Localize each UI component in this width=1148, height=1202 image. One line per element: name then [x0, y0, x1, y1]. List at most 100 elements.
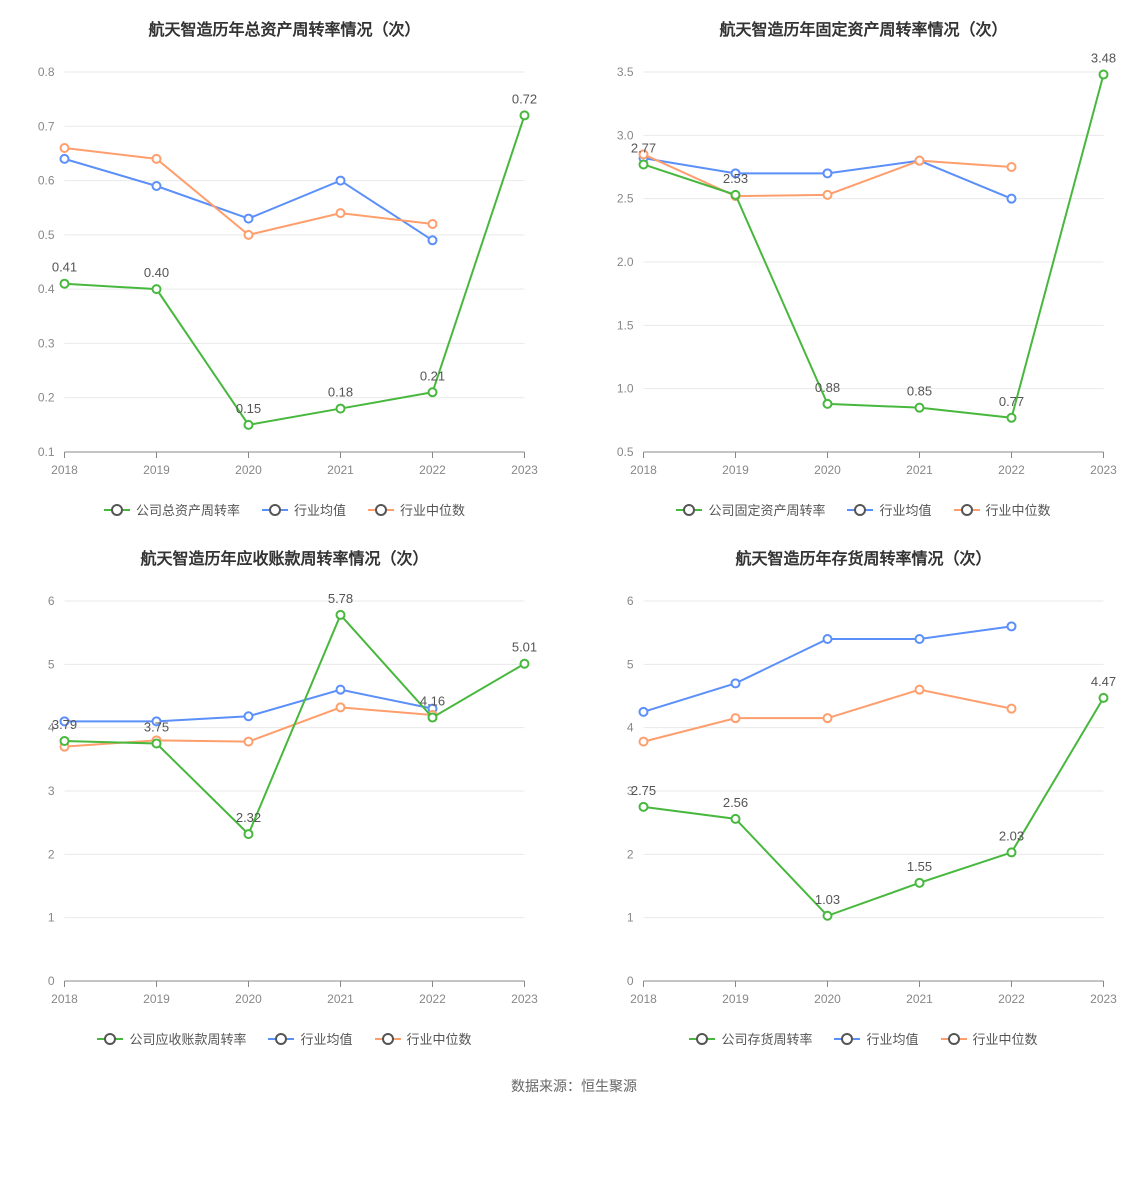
legend-label: 公司总资产周转率 — [136, 500, 240, 519]
legend-label: 公司存货周转率 — [721, 1029, 812, 1048]
svg-text:2023: 2023 — [1090, 463, 1117, 477]
svg-text:2022: 2022 — [998, 992, 1025, 1006]
legend-label: 行业均值 — [866, 1029, 918, 1048]
series-line — [65, 615, 525, 834]
svg-text:1: 1 — [48, 911, 55, 925]
svg-text:0.6: 0.6 — [38, 174, 55, 188]
svg-text:2019: 2019 — [722, 992, 749, 1006]
svg-text:0: 0 — [48, 974, 55, 988]
svg-text:2: 2 — [627, 847, 634, 861]
data-point — [337, 611, 345, 619]
svg-text:0.5: 0.5 — [617, 445, 634, 459]
legend-item: 公司应收账款周转率 — [97, 1029, 246, 1048]
data-point — [916, 404, 924, 412]
svg-text:2021: 2021 — [906, 463, 933, 477]
data-point — [153, 740, 161, 748]
legend-label: 行业均值 — [294, 500, 346, 519]
value-label: 1.55 — [907, 859, 932, 874]
data-point — [521, 660, 529, 668]
legend-item: 行业中位数 — [954, 500, 1051, 519]
data-point — [916, 635, 924, 643]
data-point — [824, 635, 832, 643]
data-point — [61, 144, 69, 152]
svg-text:3: 3 — [48, 784, 55, 798]
legend-item: 行业均值 — [268, 1029, 352, 1048]
data-point — [429, 714, 437, 722]
svg-text:0.4: 0.4 — [38, 282, 55, 296]
data-source-footer: 数据来源：恒生聚源 — [10, 1076, 1138, 1096]
value-label: 1.03 — [815, 892, 840, 907]
svg-text:2023: 2023 — [1090, 992, 1117, 1006]
line-chart: 01234562018201920202021202220232.752.561… — [589, 581, 1138, 1021]
svg-text:2020: 2020 — [814, 463, 841, 477]
charts-grid: 航天智造历年总资产周转率情况（次）0.10.20.30.40.50.60.70.… — [10, 10, 1138, 1048]
series-line — [644, 698, 1104, 916]
value-label: 3.75 — [144, 720, 169, 735]
svg-text:2022: 2022 — [419, 463, 446, 477]
data-point — [824, 714, 832, 722]
value-label: 5.01 — [512, 640, 537, 655]
data-point — [916, 157, 924, 165]
data-point — [1008, 622, 1016, 630]
legend-marker-icon — [941, 1033, 967, 1045]
line-chart: 0.10.20.30.40.50.60.70.82018201920202021… — [10, 52, 559, 492]
svg-text:2018: 2018 — [51, 992, 78, 1006]
svg-text:2018: 2018 — [630, 463, 657, 477]
data-point — [429, 220, 437, 228]
legend-label: 行业均值 — [300, 1029, 352, 1048]
series-line — [65, 159, 433, 240]
data-point — [61, 155, 69, 163]
legend-label: 行业中位数 — [407, 1029, 472, 1048]
svg-text:0.7: 0.7 — [38, 119, 55, 133]
legend-label: 行业中位数 — [400, 500, 465, 519]
legend-item: 行业均值 — [847, 500, 931, 519]
data-point — [824, 400, 832, 408]
value-label: 0.21 — [420, 368, 445, 383]
data-point — [337, 209, 345, 217]
svg-text:4: 4 — [627, 721, 634, 735]
value-label: 0.41 — [52, 260, 77, 275]
svg-text:1.0: 1.0 — [617, 382, 634, 396]
legend-marker-icon — [834, 1033, 860, 1045]
data-point — [245, 215, 253, 223]
value-label: 2.77 — [631, 140, 656, 155]
svg-text:6: 6 — [48, 594, 55, 608]
data-point — [1008, 705, 1016, 713]
legend-label: 行业中位数 — [986, 500, 1051, 519]
data-point — [916, 879, 924, 887]
svg-text:5: 5 — [48, 657, 55, 671]
legend-item: 公司总资产周转率 — [104, 500, 240, 519]
series-line — [644, 75, 1104, 418]
value-label: 2.53 — [723, 171, 748, 186]
svg-text:2020: 2020 — [814, 992, 841, 1006]
value-label: 4.16 — [420, 694, 445, 709]
svg-text:0.5: 0.5 — [38, 228, 55, 242]
svg-text:2020: 2020 — [235, 463, 262, 477]
legend-marker-icon — [375, 1033, 401, 1045]
value-label: 3.79 — [52, 717, 77, 732]
legend-item: 行业均值 — [262, 500, 346, 519]
legend-item: 行业中位数 — [941, 1029, 1038, 1048]
value-label: 0.15 — [236, 401, 261, 416]
legend-item: 公司固定资产周转率 — [676, 500, 825, 519]
legend-item: 行业均值 — [834, 1029, 918, 1048]
data-point — [1008, 414, 1016, 422]
data-point — [1100, 694, 1108, 702]
svg-text:2018: 2018 — [630, 992, 657, 1006]
value-label: 0.77 — [999, 394, 1024, 409]
legend-item: 行业中位数 — [375, 1029, 472, 1048]
value-label: 0.72 — [512, 91, 537, 106]
svg-text:2022: 2022 — [419, 992, 446, 1006]
data-point — [1100, 71, 1108, 79]
data-point — [824, 912, 832, 920]
legend-marker-icon — [104, 504, 130, 516]
data-point — [245, 830, 253, 838]
chart-title: 航天智造历年总资产周转率情况（次） — [10, 16, 559, 40]
svg-text:0.1: 0.1 — [38, 445, 55, 459]
data-point — [1008, 195, 1016, 203]
value-label: 2.32 — [236, 810, 261, 825]
data-point — [429, 388, 437, 396]
data-point — [245, 712, 253, 720]
chart-title: 航天智造历年应收账款周转率情况（次） — [10, 545, 559, 569]
data-point — [153, 285, 161, 293]
